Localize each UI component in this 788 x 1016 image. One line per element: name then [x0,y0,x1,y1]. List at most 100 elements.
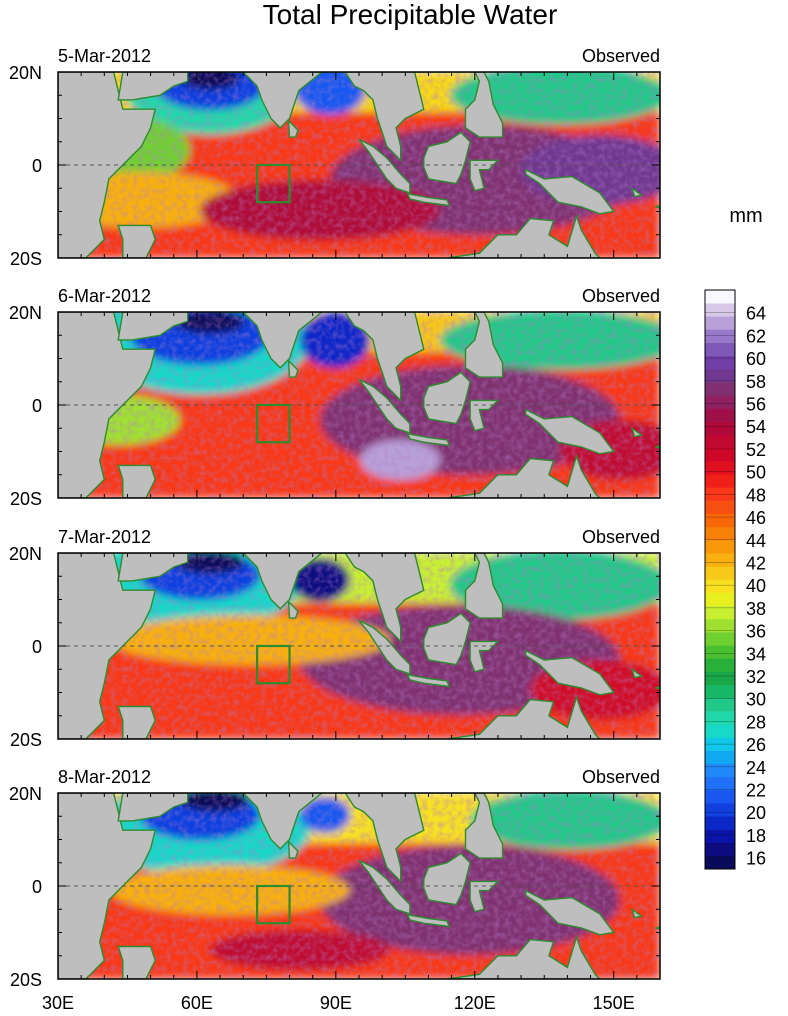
colorbar-swatch [705,342,735,357]
colorbar-tick-label: 52 [746,440,766,460]
colorbar-tick-label: 50 [746,463,766,483]
lon-label: 90E [320,993,352,1013]
colorbar-swatch [705,421,735,436]
lat-label: 20N [9,544,42,564]
landmass [655,925,660,930]
landmass [423,612,471,666]
colorbar-tick-label: 32 [746,667,766,687]
colorbar-swatch [705,671,735,686]
colorbar-swatch [705,816,735,830]
landmass [423,371,471,425]
lat-label: 20S [10,730,42,750]
colorbar-tick-label: 56 [746,395,766,415]
landmass [117,793,189,822]
landmass [117,72,189,101]
colorbar-tick-label: 42 [746,553,766,573]
colorbar-swatch [705,526,735,541]
analysis-box [256,644,291,685]
colorbar-swatch [705,724,735,738]
landmass [117,224,156,258]
figure-title: Total Precipitable Water [263,0,558,30]
landmass [630,907,644,919]
colorbar-frame [704,289,736,870]
colorbar-tick-label: 26 [746,735,766,755]
colorbar-swatch [705,618,735,633]
colorbar-swatch [705,500,735,515]
lat-label: 0 [32,637,42,657]
landmass [630,667,644,679]
colorbar-tick-label: 38 [746,599,766,619]
colorbar: 1618202224262830323436384042444648505254… [704,289,766,870]
colorbar-swatch [705,447,735,462]
lon-label: 150E [593,993,635,1013]
landmass [525,649,615,696]
landmass [358,859,411,915]
colorbar-tick-label: 48 [746,485,766,505]
landmass [406,673,451,688]
lon-label: 120E [454,993,496,1013]
landmass [406,432,451,447]
landmass [224,553,504,644]
landmass [358,619,411,675]
landmass [117,312,189,341]
colorbar-units: mm [729,205,762,227]
landmass [358,378,411,434]
colorbar-tick-label: 20 [746,803,766,823]
colorbar-tick-label: 64 [746,304,766,324]
lat-label: 20S [10,970,42,990]
map-panel-1: 5-Mar-2012 Observed [58,46,660,258]
colorbar-swatch [705,605,735,620]
colorbar-swatch [705,434,735,449]
colorbar-swatch [705,290,735,304]
colorbar-swatch [705,303,735,317]
colorbar-swatch [705,474,735,488]
colorbar-swatch [705,368,735,383]
colorbar-swatch [705,658,735,672]
lat-label: 0 [32,396,42,416]
lat-label: 20N [9,63,42,83]
colorbar-swatch [705,408,735,422]
colorbar-swatch [705,540,735,554]
colorbar-tick-label: 54 [746,417,766,437]
analysis-box [256,403,291,444]
colorbar-tick-label: 24 [746,758,766,778]
landmass [423,852,471,906]
colorbar-swatch [705,684,735,699]
colorbar-swatch [705,382,735,396]
landmass [655,444,660,449]
colorbar-swatch [705,776,735,791]
colorbar-tick-label: 22 [746,781,766,801]
colorbar-swatch [705,316,735,330]
colorbar-swatch [705,803,735,817]
landmass [287,119,299,138]
landmass [630,426,644,438]
colorbar-tick-label: 60 [746,349,766,369]
landmass [655,204,660,209]
landmass [287,840,299,859]
colorbar-swatch [705,750,735,765]
land-layer [58,72,660,979]
landmass [446,213,601,258]
colorbar-swatch [705,645,735,659]
colorbar-swatch [705,855,735,870]
colorbar-tick-label: 16 [746,849,766,869]
landmass [406,192,451,207]
lat-label: 20N [9,303,42,323]
colorbar-tick-label: 62 [746,326,766,346]
landmass [117,464,156,498]
landmass [525,889,615,936]
colorbar-swatch [705,329,735,343]
landmass [469,880,500,913]
landmass [224,72,504,162]
landmass [358,138,411,194]
colorbar-swatch [705,553,735,567]
landmass [469,640,500,673]
colorbar-swatch [705,790,735,804]
landmass [446,934,601,979]
colorbar-swatch [705,842,735,857]
lat-label: 0 [32,156,42,176]
lon-label: 30E [42,993,74,1013]
landmass [224,793,504,884]
